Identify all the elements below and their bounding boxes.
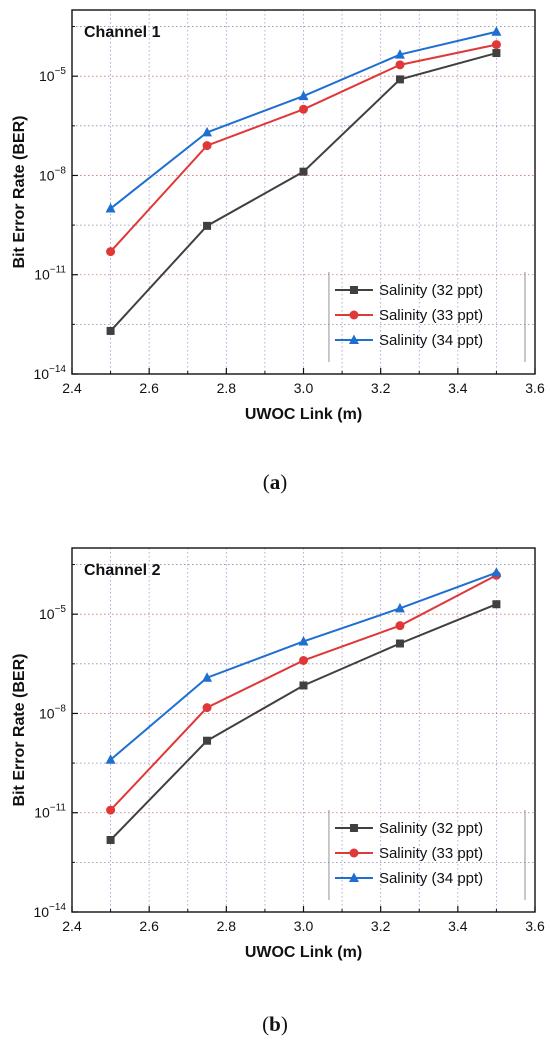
y-tick-label: 10−11 [34,265,66,283]
legend-entry: Salinity (33 ppt) [379,845,483,862]
x-tick-label: 2.8 [217,918,237,934]
data-point-square [349,286,358,294]
data-point-square [203,736,212,745]
y-tick-label: 10−5 [39,604,66,622]
x-tick-label: 3.6 [525,918,545,934]
data-point-triangle [105,754,116,764]
data-point-circle [349,848,359,858]
data-point-square [395,75,404,84]
legend-entry: Salinity (32 ppt) [379,820,483,837]
legend-entry: Salinity (34 ppt) [379,332,483,349]
data-point-circle [299,655,308,665]
x-tick-label: 3.2 [371,918,391,934]
chart-title: Channel 1 [84,24,161,41]
data-point-triangle [491,567,502,577]
data-point-circle [202,703,212,713]
y-tick-exponent: −14 [49,902,66,913]
y-tick-base: 10 [34,805,50,821]
y-tick-base: 10 [33,904,49,920]
data-point-triangle [298,635,309,646]
data-point-circle [349,310,359,320]
x-tick-label: 2.6 [139,380,159,396]
data-point-square [299,681,308,690]
x-tick-label: 2.8 [217,380,237,396]
y-tick-exponent: −8 [55,165,67,176]
data-point-square [349,824,358,832]
chart-title: Channel 2 [84,562,161,579]
x-tick-label: 3.0 [294,918,314,934]
data-point-triangle [202,126,213,137]
legend-entry: Salinity (33 ppt) [379,307,483,324]
data-point-triangle [348,872,359,882]
data-point-square [203,221,212,230]
data-point-square [492,600,501,609]
chart-channel-1: 2.4 2.6 2.8 3.0 3.2 3.4 3.610−1410−1110−810−5U… [11,9,545,423]
x-axis-label: UWOC Link (m) [245,406,362,423]
legend-entry: Salinity (32 ppt) [379,282,483,299]
data-point-triangle [202,672,213,682]
x-tick-label: 3.0 [294,380,314,396]
data-point-triangle [394,49,405,59]
panel-label-a: (a) [262,470,288,494]
x-tick-label: 3.4 [448,918,468,934]
x-tick-label: 3.2 [371,380,391,396]
data-point-circle [395,621,405,631]
legend-entry: Salinity (34 ppt) [379,870,483,887]
y-tick-label: 10−8 [39,703,66,721]
x-tick-label: 3.4 [448,380,468,396]
y-tick-exponent: −14 [49,364,66,375]
x-tick-label: 2.4 [62,918,82,934]
data-point-square [492,49,501,58]
y-tick-exponent: −5 [55,66,67,77]
y-tick-exponent: −11 [50,803,67,814]
data-point-triangle [394,602,405,613]
x-tick-label: 3.6 [525,380,545,396]
data-point-circle [106,805,116,815]
data-point-triangle [491,26,502,36]
y-tick-base: 10 [39,68,55,84]
y-tick-base: 10 [39,705,55,721]
y-axis-label: Bit Error Rate (BER) [11,654,28,807]
y-axis-label: Bit Error Rate (BER) [11,116,28,269]
y-tick-label: 10−14 [33,902,66,920]
data-point-circle [491,40,501,50]
y-tick-base: 10 [39,167,55,183]
y-tick-base: 10 [39,606,55,622]
data-point-square [299,167,308,176]
data-point-circle [106,247,116,257]
data-point-triangle [348,334,359,344]
y-tick-exponent: −11 [50,265,67,276]
y-tick-base: 10 [34,267,50,283]
y-tick-base: 10 [33,366,49,382]
x-axis-label: UWOC Link (m) [245,944,362,961]
y-tick-exponent: −5 [55,604,67,615]
data-point-triangle [105,203,116,213]
x-tick-label: 2.4 [62,380,82,396]
y-tick-label: 10−8 [39,165,66,183]
chart-channel-2: 2.4 2.6 2.8 3.0 3.2 3.4 3.610−1410−1110−810−5U… [11,547,545,961]
data-point-circle [202,141,212,151]
series-line [109,43,497,253]
y-tick-label: 10−11 [34,803,66,821]
x-tick-label: 2.6 [139,918,159,934]
data-point-square [106,326,115,335]
y-tick-label: 10−5 [39,66,66,84]
data-point-circle [395,60,405,70]
data-point-square [106,835,115,844]
y-tick-label: 10−14 [33,364,66,382]
panel-label-b: (b) [262,1012,288,1036]
y-tick-exponent: −8 [55,703,67,714]
data-point-square [395,639,404,648]
data-point-circle [299,104,308,114]
data-point-triangle [298,90,309,101]
